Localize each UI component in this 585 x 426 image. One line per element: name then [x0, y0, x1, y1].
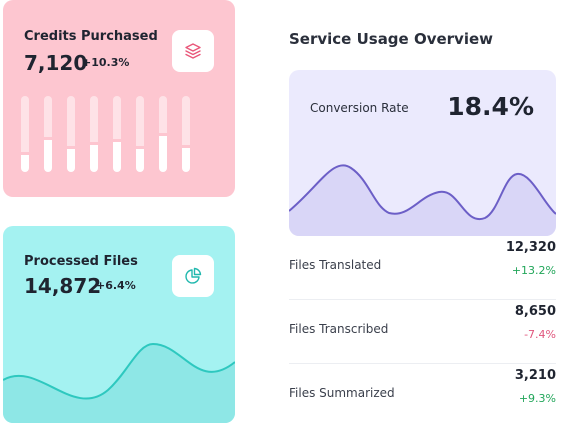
credits-bar-track — [113, 96, 121, 139]
credits-bar-fill — [159, 136, 167, 172]
credits-bar-track — [67, 96, 75, 146]
credits-bar — [136, 96, 144, 172]
stat-change-down: -7.4% — [524, 328, 556, 341]
credits-bar — [90, 96, 98, 172]
credits-card-change: +10.3% — [82, 56, 130, 69]
credits-bar-fill — [21, 155, 29, 172]
files-icon-button[interactable] — [172, 255, 214, 297]
stat-label: Files Translated — [289, 258, 382, 272]
stat-row-files-translated[interactable]: Files Translated 12,320 +13.2% — [289, 236, 556, 300]
files-card-title: Processed Files — [24, 254, 138, 269]
credits-bar — [113, 96, 121, 172]
credits-bar-track — [182, 96, 190, 145]
pie-chart-icon — [185, 267, 202, 284]
service-usage-panel: Service Usage Overview Conversion Rate 1… — [263, 4, 581, 422]
stat-value: 8,650 — [514, 304, 556, 319]
credits-bar — [159, 96, 167, 172]
processed-files-card: Processed Files 14,872 +6.4% — [3, 226, 235, 423]
credits-bar-track — [44, 96, 52, 137]
conversion-trend-wave — [289, 164, 556, 236]
conversion-rate-card: Conversion Rate 18.4% — [289, 70, 556, 236]
credits-bar-fill — [67, 149, 75, 172]
credits-bar-fill — [44, 140, 52, 172]
credits-bar-track — [90, 96, 98, 142]
layers-icon — [185, 43, 201, 59]
credits-bar-chart — [21, 96, 221, 172]
credits-bar-fill — [90, 145, 98, 172]
stat-change-up: +9.3% — [518, 392, 556, 405]
credits-bar-fill — [182, 148, 190, 172]
stat-value: 3,210 — [514, 368, 556, 383]
credits-card-title: Credits Purchased — [24, 29, 158, 44]
credits-card-value: 7,120 — [24, 51, 88, 75]
panel-title: Service Usage Overview — [289, 30, 493, 48]
stat-label: Files Summarized — [289, 386, 395, 400]
credits-bar — [182, 96, 190, 172]
conversion-rate-label: Conversion Rate — [310, 101, 409, 115]
files-card-value: 14,872 — [24, 274, 102, 298]
credits-purchased-card: Credits Purchased 7,120 +10.3% — [3, 0, 235, 197]
credits-bar-track — [159, 96, 167, 133]
files-trend-wave — [3, 342, 235, 423]
stat-value: 12,320 — [505, 240, 556, 255]
credits-bar-track — [136, 96, 144, 146]
credits-bar-fill — [113, 142, 121, 172]
credits-icon-button[interactable] — [172, 30, 214, 72]
credits-bar — [67, 96, 75, 172]
files-card-change: +6.4% — [96, 279, 136, 292]
credits-bar-track — [21, 96, 29, 152]
conversion-rate-value: 18.4% — [447, 92, 534, 121]
credits-bar-fill — [136, 149, 144, 172]
credits-bar — [21, 96, 29, 172]
stat-change-up: +13.2% — [511, 264, 556, 277]
stat-row-files-transcribed[interactable]: Files Transcribed 8,650 -7.4% — [289, 300, 556, 364]
credits-bar — [44, 96, 52, 172]
stat-row-files-summarized[interactable]: Files Summarized 3,210 +9.3% — [289, 364, 556, 426]
stat-label: Files Transcribed — [289, 322, 389, 336]
